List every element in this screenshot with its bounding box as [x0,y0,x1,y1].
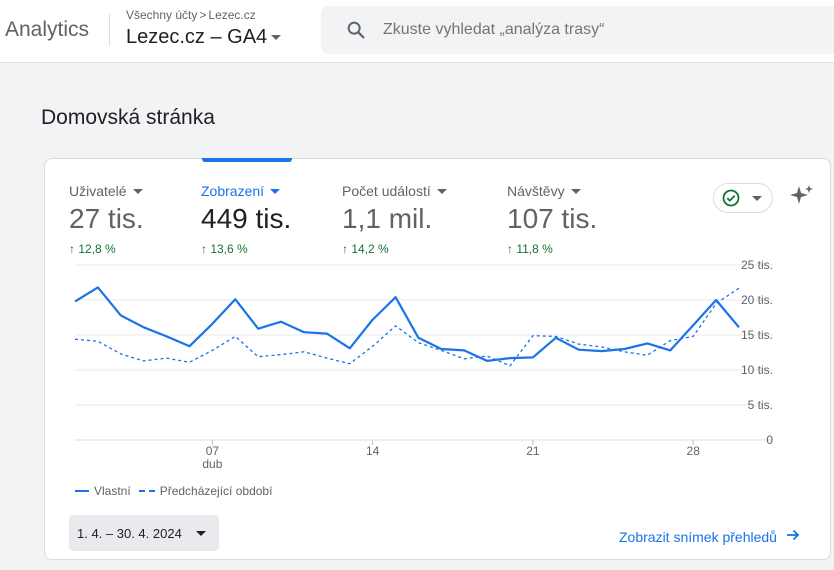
y-tick-label: 0 [766,433,773,447]
metric-tab-views[interactable]: Zobrazení 449 tis. ↑ 13,6 % [201,159,321,269]
metric-tab-sessions[interactable]: Návštěvy 107 tis. ↑ 11,8 % [507,159,627,269]
x-tick-sublabel: dub [202,457,222,471]
metric-change: ↑ 13,6 % [201,242,248,256]
snapshot-link-label: Zobrazit snímek přehledů [619,528,777,545]
arrow-right-icon [785,527,801,546]
arrow-up-icon: ↑ [342,242,348,256]
chevron-down-icon [132,188,143,194]
metric-value: 27 tis. [69,203,144,234]
top-bar: Analytics Všechny účty > Lezec.cz Lezec.… [0,0,834,63]
legend-dashed-swatch [138,490,155,492]
metric-label: Uživatelé [69,183,143,199]
metric-label: Návštěvy [507,183,581,199]
breadcrumb[interactable]: Všechny účty > Lezec.cz [126,8,256,22]
legend-item-current: Vlastní [75,484,131,498]
active-tab-indicator [202,158,292,162]
date-range-label: 1. 4. – 30. 4. 2024 [77,525,182,541]
metric-change: ↑ 12,8 % [69,242,116,256]
page-title: Domovská stránka [41,106,215,129]
sparkle-icon[interactable] [789,183,815,214]
metric-tab-users[interactable]: Uživatelé 27 tis. ↑ 12,8 % [69,159,189,269]
metric-tab-events[interactable]: Počet událostí 1,1 mil. ↑ 14,2 % [342,159,482,269]
property-name: Lezec.cz – GA4 [126,26,268,48]
x-tick-label: 14 [366,444,380,458]
metric-change: ↑ 11,8 % [507,242,553,256]
metric-value: 1,1 mil. [342,203,433,234]
chevron-down-icon [271,35,282,40]
x-tick-label: 07 [206,444,220,458]
metric-value: 107 tis. [507,203,598,234]
breadcrumb-child[interactable]: Lezec.cz [208,8,256,22]
x-tick-label: 28 [687,444,701,458]
chevron-down-icon [752,196,762,201]
breadcrumb-parent[interactable]: Všechny účty [126,8,198,22]
metric-label: Počet událostí [342,183,447,199]
chart-legend: Vlastní Předcházející období [75,484,280,498]
y-tick-label: 10 tis. [741,363,773,377]
snapshot-link[interactable]: Zobrazit snímek přehledů [619,527,801,546]
metric-change: ↑ 14,2 % [342,242,389,256]
overview-card: Uživatelé 27 tis. ↑ 12,8 % Zobrazení 449… [44,158,831,560]
line-chart: 25 tis. 20 tis. 15 tis. 10 tis. 5 tis. 0 07dub… [74,258,773,471]
chevron-down-icon [195,530,206,536]
property-selector[interactable]: Lezec.cz – GA4 [126,26,282,49]
series-line-current [74,286,740,362]
y-tick-label: 20 tis. [741,293,773,307]
search-icon [345,19,367,46]
date-range-selector[interactable]: 1. 4. – 30. 4. 2024 [69,515,219,551]
y-tick-label: 25 tis. [741,258,773,272]
metric-value: 449 tis. [201,203,292,234]
arrow-up-icon: ↑ [507,242,513,256]
y-tick-label: 5 tis. [748,398,773,412]
breadcrumb-separator: > [199,8,207,22]
chevron-down-icon [436,188,447,194]
header-divider [109,14,110,46]
chevron-down-icon [570,188,581,194]
x-tick-label: 21 [526,444,540,458]
search-bar[interactable] [321,6,834,54]
arrow-up-icon: ↑ [69,242,75,256]
legend-solid-swatch [75,490,89,492]
data-quality-button[interactable] [713,183,773,213]
app-title: Analytics [5,18,90,41]
series-line-previous [74,287,740,367]
legend-item-previous: Předcházející období [138,484,272,498]
metric-label: Zobrazení [201,183,281,199]
y-tick-label: 15 tis. [741,328,773,342]
search-input[interactable] [383,6,823,54]
arrow-up-icon: ↑ [201,242,207,256]
chevron-down-icon [270,188,281,194]
check-circle-icon [722,189,740,212]
